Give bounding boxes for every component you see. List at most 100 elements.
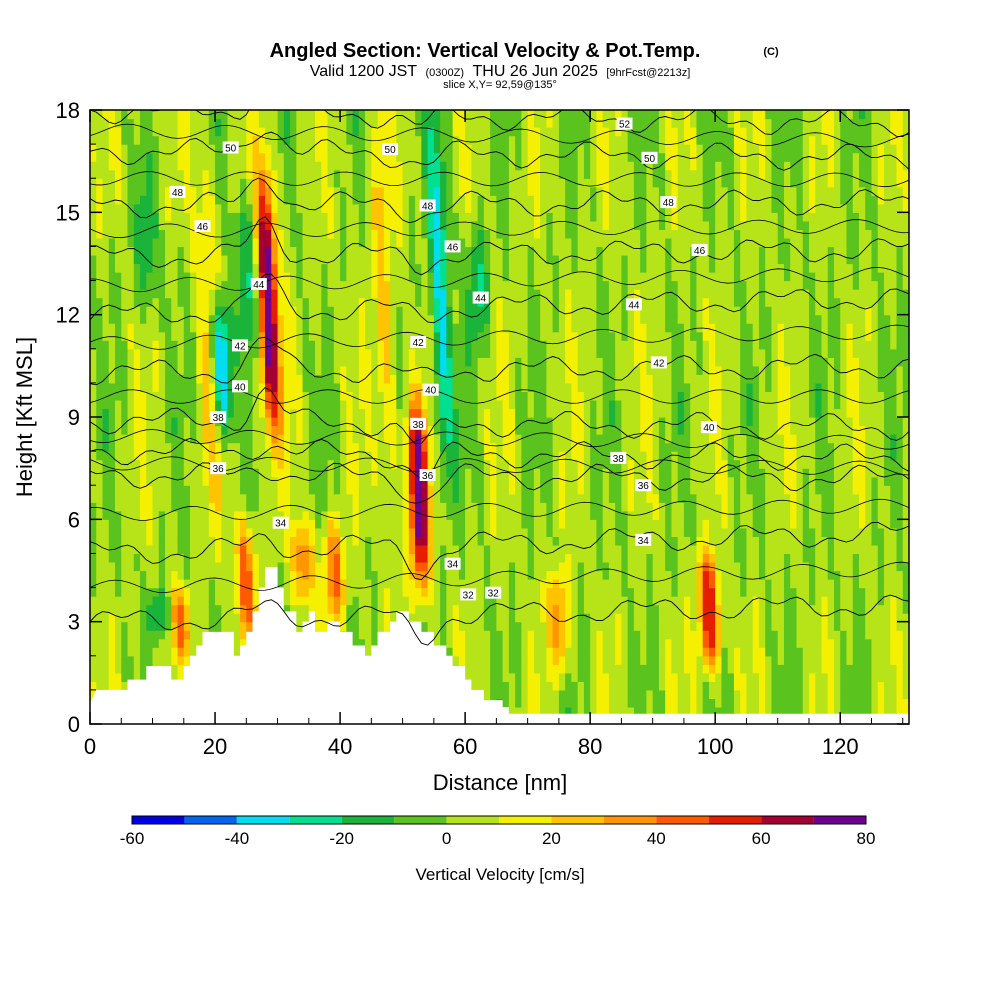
field-cell xyxy=(440,570,447,580)
field-cell xyxy=(133,280,141,290)
field-cell xyxy=(796,442,816,452)
field-cell xyxy=(602,476,610,486)
field-cell xyxy=(508,169,529,179)
field-cell xyxy=(540,144,560,154)
field-cell xyxy=(96,527,110,537)
field-cell xyxy=(102,476,116,486)
field-cell xyxy=(358,519,404,529)
field-cell xyxy=(746,186,773,196)
field-cell xyxy=(721,382,741,393)
field-cell xyxy=(721,502,729,512)
field-cell xyxy=(358,220,366,230)
field-cell xyxy=(808,698,816,708)
field-cell xyxy=(858,382,879,393)
field-cell xyxy=(327,272,341,282)
field-cell xyxy=(815,280,829,290)
field-cell xyxy=(252,331,260,341)
field-cell xyxy=(808,340,823,350)
field-cell xyxy=(702,161,716,171)
field-cell xyxy=(883,434,891,444)
field-cell xyxy=(221,519,235,529)
field-cell xyxy=(390,357,397,367)
field-cell xyxy=(865,510,873,520)
field-cell xyxy=(608,408,616,418)
field-cell xyxy=(690,144,698,154)
field-cell xyxy=(733,169,741,179)
field-cell xyxy=(133,297,154,307)
field-cell xyxy=(633,613,648,623)
field-cell xyxy=(590,442,623,452)
field-cell xyxy=(727,203,735,213)
field-cell xyxy=(440,476,454,486)
field-cell xyxy=(677,314,691,324)
field-cell xyxy=(90,451,97,461)
field-cell xyxy=(508,485,516,495)
field-cell xyxy=(802,280,816,290)
field-cell xyxy=(165,621,172,631)
field-cell xyxy=(183,621,191,631)
field-cell xyxy=(552,630,560,640)
field-cell xyxy=(602,186,610,196)
field-cell xyxy=(415,527,422,537)
field-cell xyxy=(608,161,635,171)
field-cell xyxy=(477,263,485,273)
field-cell xyxy=(746,212,779,222)
field-cell xyxy=(552,493,560,503)
field-cell xyxy=(358,297,366,307)
field-cell xyxy=(115,476,141,486)
field-cell xyxy=(108,527,122,537)
field-cell xyxy=(365,425,372,435)
field-cell xyxy=(796,502,804,512)
field-cell xyxy=(658,476,673,486)
field-cell xyxy=(596,664,604,674)
field-cell xyxy=(721,638,754,648)
field-cell xyxy=(771,579,785,589)
field-cell xyxy=(696,698,704,708)
field-cell xyxy=(771,348,779,358)
field-cell xyxy=(115,630,122,640)
field-cell xyxy=(227,442,241,452)
field-cell xyxy=(127,144,160,154)
field-cell xyxy=(721,681,735,691)
field-cell xyxy=(558,655,566,665)
field-cell xyxy=(215,544,222,555)
field-cell xyxy=(108,365,116,375)
field-cell xyxy=(877,220,909,230)
field-cell xyxy=(283,442,291,452)
field-cell xyxy=(121,553,135,563)
field-cell xyxy=(402,161,422,171)
field-cell xyxy=(177,536,191,546)
field-cell xyxy=(202,451,210,461)
field-cell xyxy=(415,553,429,563)
field-cell xyxy=(490,408,504,418)
field-cell xyxy=(321,357,335,367)
field-cell xyxy=(546,340,566,350)
field-cell xyxy=(646,459,654,469)
field-cell xyxy=(596,689,610,700)
field-cell xyxy=(108,135,122,145)
field-cell xyxy=(108,272,122,282)
field-cell xyxy=(608,297,623,307)
field-cell xyxy=(565,493,591,503)
field-cell xyxy=(358,502,404,512)
field-cell xyxy=(146,417,166,427)
field-cell xyxy=(521,647,529,657)
field-cell xyxy=(602,203,610,213)
field-cell xyxy=(840,323,848,333)
field-cell xyxy=(840,314,866,324)
field-cell xyxy=(627,604,635,614)
field-cell xyxy=(615,391,641,401)
field-cell xyxy=(858,553,879,563)
field-cell xyxy=(277,493,291,503)
field-cell xyxy=(496,476,510,486)
field-cell xyxy=(477,382,497,393)
field-cell xyxy=(708,570,716,580)
field-cell xyxy=(896,382,904,393)
field-cell xyxy=(815,587,835,597)
field-cell xyxy=(396,118,416,128)
field-cell xyxy=(758,442,785,452)
field-cell xyxy=(815,161,829,171)
field-cell xyxy=(808,672,816,682)
field-cell xyxy=(358,118,366,128)
field-cell xyxy=(346,425,354,435)
